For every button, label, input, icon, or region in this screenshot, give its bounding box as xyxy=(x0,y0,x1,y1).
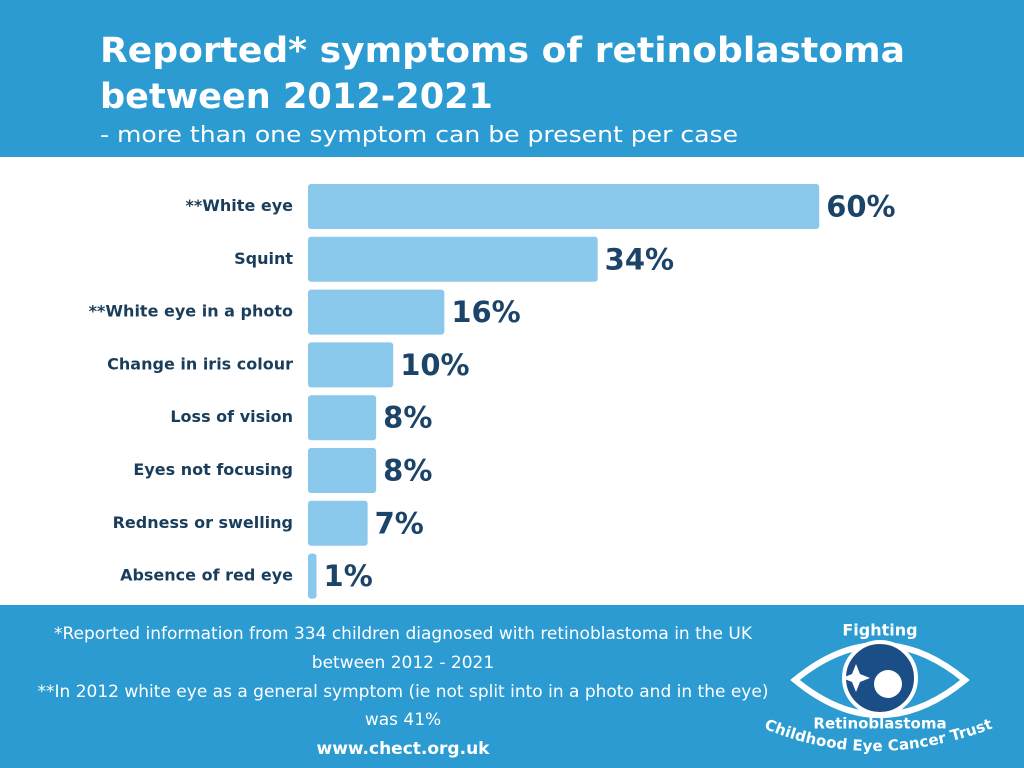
category-label: Eyes not focusing xyxy=(133,460,293,479)
value-label: 1% xyxy=(324,559,373,593)
chart-subtitle: - more than one symptom can be present p… xyxy=(100,123,738,148)
logo-text: Fighting xyxy=(842,621,917,640)
footnote: **In 2012 white eye as a general symptom… xyxy=(38,682,769,702)
footnote: *Reported information from 334 children … xyxy=(54,624,753,644)
bar xyxy=(308,553,317,599)
header-band xyxy=(0,0,1024,157)
category-label: Absence of red eye xyxy=(120,566,293,585)
bar xyxy=(308,289,445,335)
url: www.chect.org.uk xyxy=(317,739,491,759)
category-label: **White eye xyxy=(186,196,294,215)
logo-text: Retinoblastoma xyxy=(813,715,946,733)
value-label: 34% xyxy=(605,242,674,276)
footnote: was 41% xyxy=(365,710,441,730)
category-label: Change in iris colour xyxy=(107,354,293,373)
category-label: Redness or swelling xyxy=(113,513,293,532)
bar xyxy=(308,184,820,229)
value-label: 60% xyxy=(826,190,895,224)
footer-notes: *Reported information from 334 children … xyxy=(38,624,769,759)
bar xyxy=(308,395,377,441)
bar xyxy=(308,342,394,388)
value-label: 7% xyxy=(375,506,424,540)
bar xyxy=(308,448,377,493)
chart-title: Reported* symptoms of retinoblastoma xyxy=(100,31,905,71)
footnote: between 2012 - 2021 xyxy=(312,653,494,673)
logo-sparkle xyxy=(842,664,870,692)
category-label: Squint xyxy=(234,249,293,268)
logo-eye xyxy=(790,642,970,718)
value-label: 8% xyxy=(383,401,432,435)
chart-title: between 2012-2021 xyxy=(100,77,493,117)
bar xyxy=(308,500,368,546)
value-label: 10% xyxy=(400,348,469,382)
value-label: 8% xyxy=(383,454,432,488)
category-label: **White eye in a photo xyxy=(89,302,293,321)
chart-area xyxy=(0,157,1024,605)
value-label: 16% xyxy=(451,295,520,329)
bar xyxy=(308,236,598,282)
logo-figure xyxy=(874,670,902,698)
category-label: Loss of vision xyxy=(170,407,293,426)
